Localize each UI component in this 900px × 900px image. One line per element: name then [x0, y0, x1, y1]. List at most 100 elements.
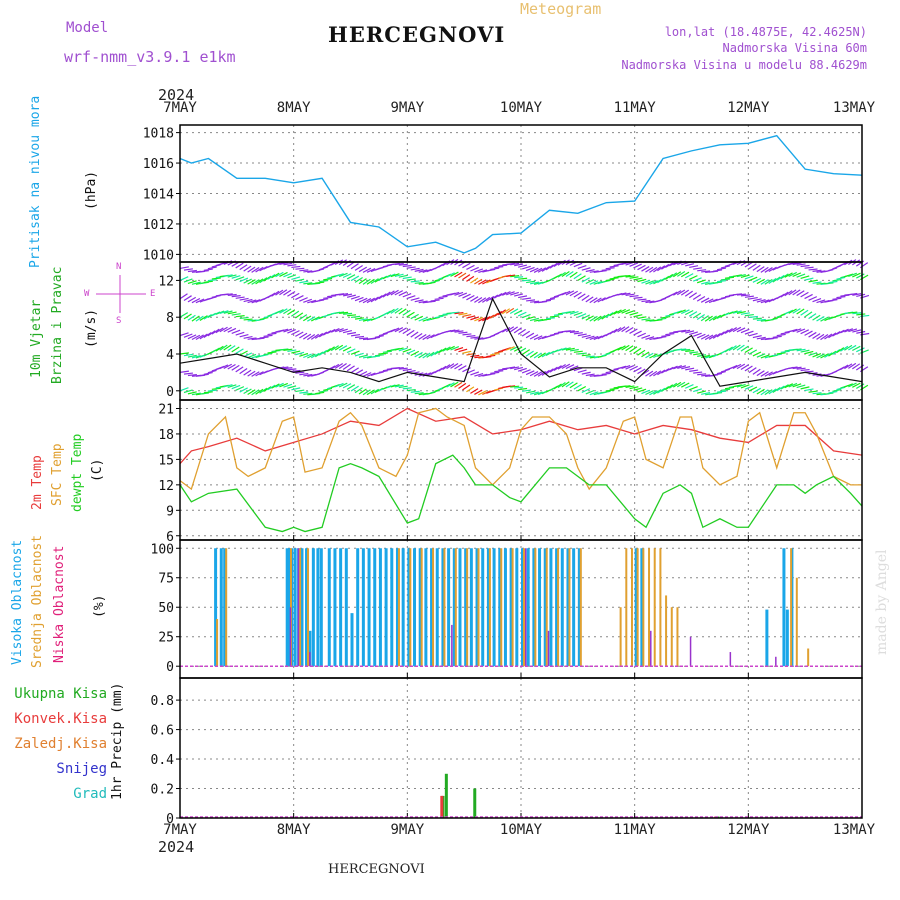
- wind-arrow: [506, 385, 516, 388]
- wind-arrow: [752, 298, 762, 302]
- wind-arrow: [684, 290, 694, 297]
- wind-arrow: [788, 366, 798, 370]
- total-precip-bar: [473, 788, 477, 818]
- wind-arrow: [804, 350, 814, 355]
- wind-arrow: [291, 330, 300, 336]
- wind-arrow: [334, 273, 344, 278]
- wind-arrow: [820, 353, 829, 359]
- wind-arrow: [633, 314, 643, 318]
- wind-arrow: [517, 311, 527, 317]
- wind-arrow: [637, 349, 646, 356]
- wind-arrow: [390, 307, 399, 314]
- wind-arrow: [617, 308, 626, 314]
- wind-arrow: [629, 311, 639, 316]
- wind-arrow: [764, 371, 773, 377]
- wind-arrow: [398, 291, 408, 297]
- high-cloud-bar: [327, 548, 331, 667]
- high-cloud-bar: [515, 548, 519, 667]
- high-cloud-bar: [566, 548, 570, 667]
- wind-arrow: [832, 297, 842, 300]
- wind-arrow: [844, 383, 853, 388]
- wind-arrow: [521, 349, 531, 356]
- wind-arrow: [696, 333, 706, 339]
- wind-arrow: [744, 295, 754, 298]
- wind-arrow: [812, 269, 822, 272]
- wind-arrow: [382, 291, 391, 298]
- high-cloud-bar: [361, 548, 365, 667]
- wind-arrow: [593, 280, 603, 285]
- wind-arrow: [772, 335, 782, 338]
- wind-arrow: [263, 386, 272, 393]
- wind-arrow: [649, 266, 658, 273]
- wind-arrow: [836, 347, 845, 354]
- mid-cloud-bar: [619, 607, 622, 667]
- wind-arrow: [402, 328, 411, 335]
- wind-arrow: [287, 264, 297, 267]
- wind-arrow: [490, 267, 500, 271]
- wind-arrow: [852, 345, 861, 352]
- wind-arrow: [346, 384, 356, 390]
- wind-arrow: [267, 332, 277, 336]
- wind-arrow: [510, 366, 520, 370]
- wind-arrow: [263, 352, 273, 356]
- y-tick-label: 12: [158, 274, 174, 289]
- wind-arrow: [326, 365, 336, 371]
- high-cloud-bar: [333, 548, 337, 667]
- mid-cloud-bar: [454, 548, 457, 667]
- wind-arrow: [191, 392, 201, 396]
- compass-e: E: [150, 289, 156, 299]
- wind-arrow: [275, 309, 284, 315]
- wind-arrow: [577, 369, 587, 373]
- wind-arrow: [668, 272, 678, 279]
- wind-arrow: [382, 368, 392, 372]
- wind-arrow: [581, 277, 590, 283]
- wind-arrow: [760, 354, 770, 359]
- wind-arrow: [191, 297, 201, 304]
- wind-arrow: [219, 326, 228, 333]
- wind-arrow: [247, 319, 257, 322]
- wind-arrow: [788, 382, 798, 388]
- wind-arrow: [601, 390, 611, 394]
- wind-arrow: [390, 289, 399, 296]
- wind-arrow: [744, 347, 753, 354]
- wind-arrow: [342, 383, 352, 389]
- mid-cloud-bar: [636, 548, 639, 667]
- wind-arrow: [235, 331, 245, 336]
- y-tick-label: 15: [158, 453, 174, 468]
- high-cloud-bar: [486, 548, 490, 667]
- high-cloud-bar: [424, 548, 428, 667]
- wind-arrow: [756, 353, 766, 358]
- wind-arrow: [474, 268, 484, 273]
- wind-arrow: [565, 270, 574, 278]
- wind-arrow: [712, 332, 721, 339]
- wind-arrow: [573, 273, 582, 280]
- wind-arrow: [506, 366, 516, 370]
- wind-arrow: [489, 294, 499, 301]
- wind-arrow: [235, 348, 244, 355]
- wind-arrow: [812, 353, 822, 358]
- high-cloud-bar: [373, 548, 377, 667]
- wind-arrow: [717, 280, 727, 283]
- wind-arrow: [808, 331, 817, 338]
- wind-arrow: [434, 297, 444, 300]
- day-label-top: 12MAY: [727, 100, 770, 116]
- year-bottom: 2024: [158, 838, 195, 856]
- wind-arrow: [299, 297, 308, 302]
- wind-arrow: [187, 334, 197, 340]
- y-tick-label: 100: [151, 542, 174, 557]
- wind-arrow: [374, 335, 384, 338]
- wind-arrow: [370, 296, 379, 303]
- mid-cloud-bar: [466, 548, 469, 667]
- wind-arrow: [728, 310, 738, 315]
- wind-arrow: [514, 366, 524, 371]
- wind-arrow: [251, 299, 261, 304]
- wind-arrow: [339, 311, 349, 314]
- wind-arrow: [518, 277, 528, 280]
- wind-arrow: [187, 354, 197, 358]
- high-cloud-bar: [577, 548, 581, 667]
- wind-arrow: [346, 331, 357, 335]
- wind-arrow: [350, 385, 359, 392]
- mid-cloud-bar: [500, 548, 503, 667]
- high-cloud-bar: [555, 548, 559, 667]
- wind-arrow: [303, 392, 313, 395]
